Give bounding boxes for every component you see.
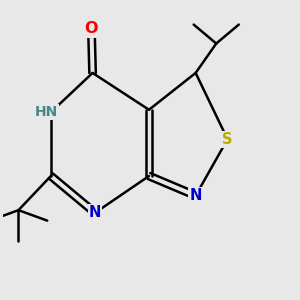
Text: N: N [190,188,202,203]
Text: O: O [85,21,98,36]
Text: HN: HN [34,105,58,119]
Text: N: N [89,205,101,220]
Text: S: S [222,132,233,147]
